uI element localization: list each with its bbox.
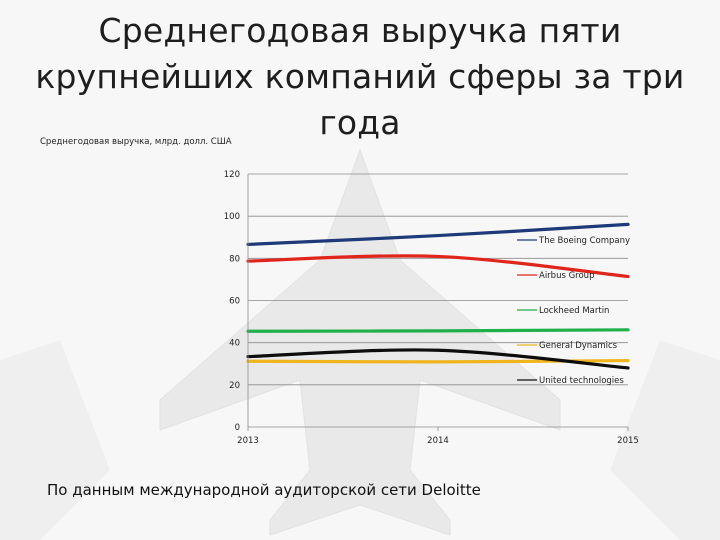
y-tick-label: 40 — [229, 339, 240, 349]
source-note: По данным международной аудиторской сети… — [47, 481, 481, 499]
series-line-united-technologies — [246, 348, 630, 370]
legend-label-general-dynamics: General Dynamics — [539, 341, 618, 351]
legend-label-lockheed-martin: Lockheed Martin — [539, 306, 609, 316]
series-line-general-dynamics — [246, 358, 630, 364]
y-tick-label: 120 — [224, 170, 240, 180]
axis-layer: 0 20 40 60 80 100 120 2013 2014 2015 — [224, 170, 639, 446]
series-line-airbus-group — [246, 254, 630, 279]
y-tick-label: 80 — [229, 254, 240, 264]
series-line-the-boeing-company — [246, 222, 630, 247]
legend-label-airbus-group: Airbus Group — [539, 271, 594, 281]
y-tick-label: 100 — [224, 212, 240, 222]
x-tick-label: 2015 — [617, 436, 639, 446]
series-line-lockheed-martin — [246, 328, 630, 333]
y-tick-label: 0 — [235, 423, 240, 433]
legend-label-the-boeing-company: The Boeing Company — [538, 236, 630, 246]
legend-layer: The Boeing Company Airbus Group Lockheed M… — [517, 236, 630, 386]
y-tick-label: 60 — [229, 297, 240, 307]
x-tick-label: 2013 — [237, 436, 259, 446]
y-axis-unit-label: Среднегодовая выручка, млрд. долл. США — [40, 137, 232, 147]
legend-label-united-technologies: United technologies — [539, 376, 624, 386]
series-layer — [246, 222, 630, 370]
y-tick-label: 20 — [229, 381, 240, 391]
x-tick-label: 2014 — [427, 436, 449, 446]
slide-title: Среднегодовая выручка пяти крупнейших ко… — [35, 11, 685, 142]
